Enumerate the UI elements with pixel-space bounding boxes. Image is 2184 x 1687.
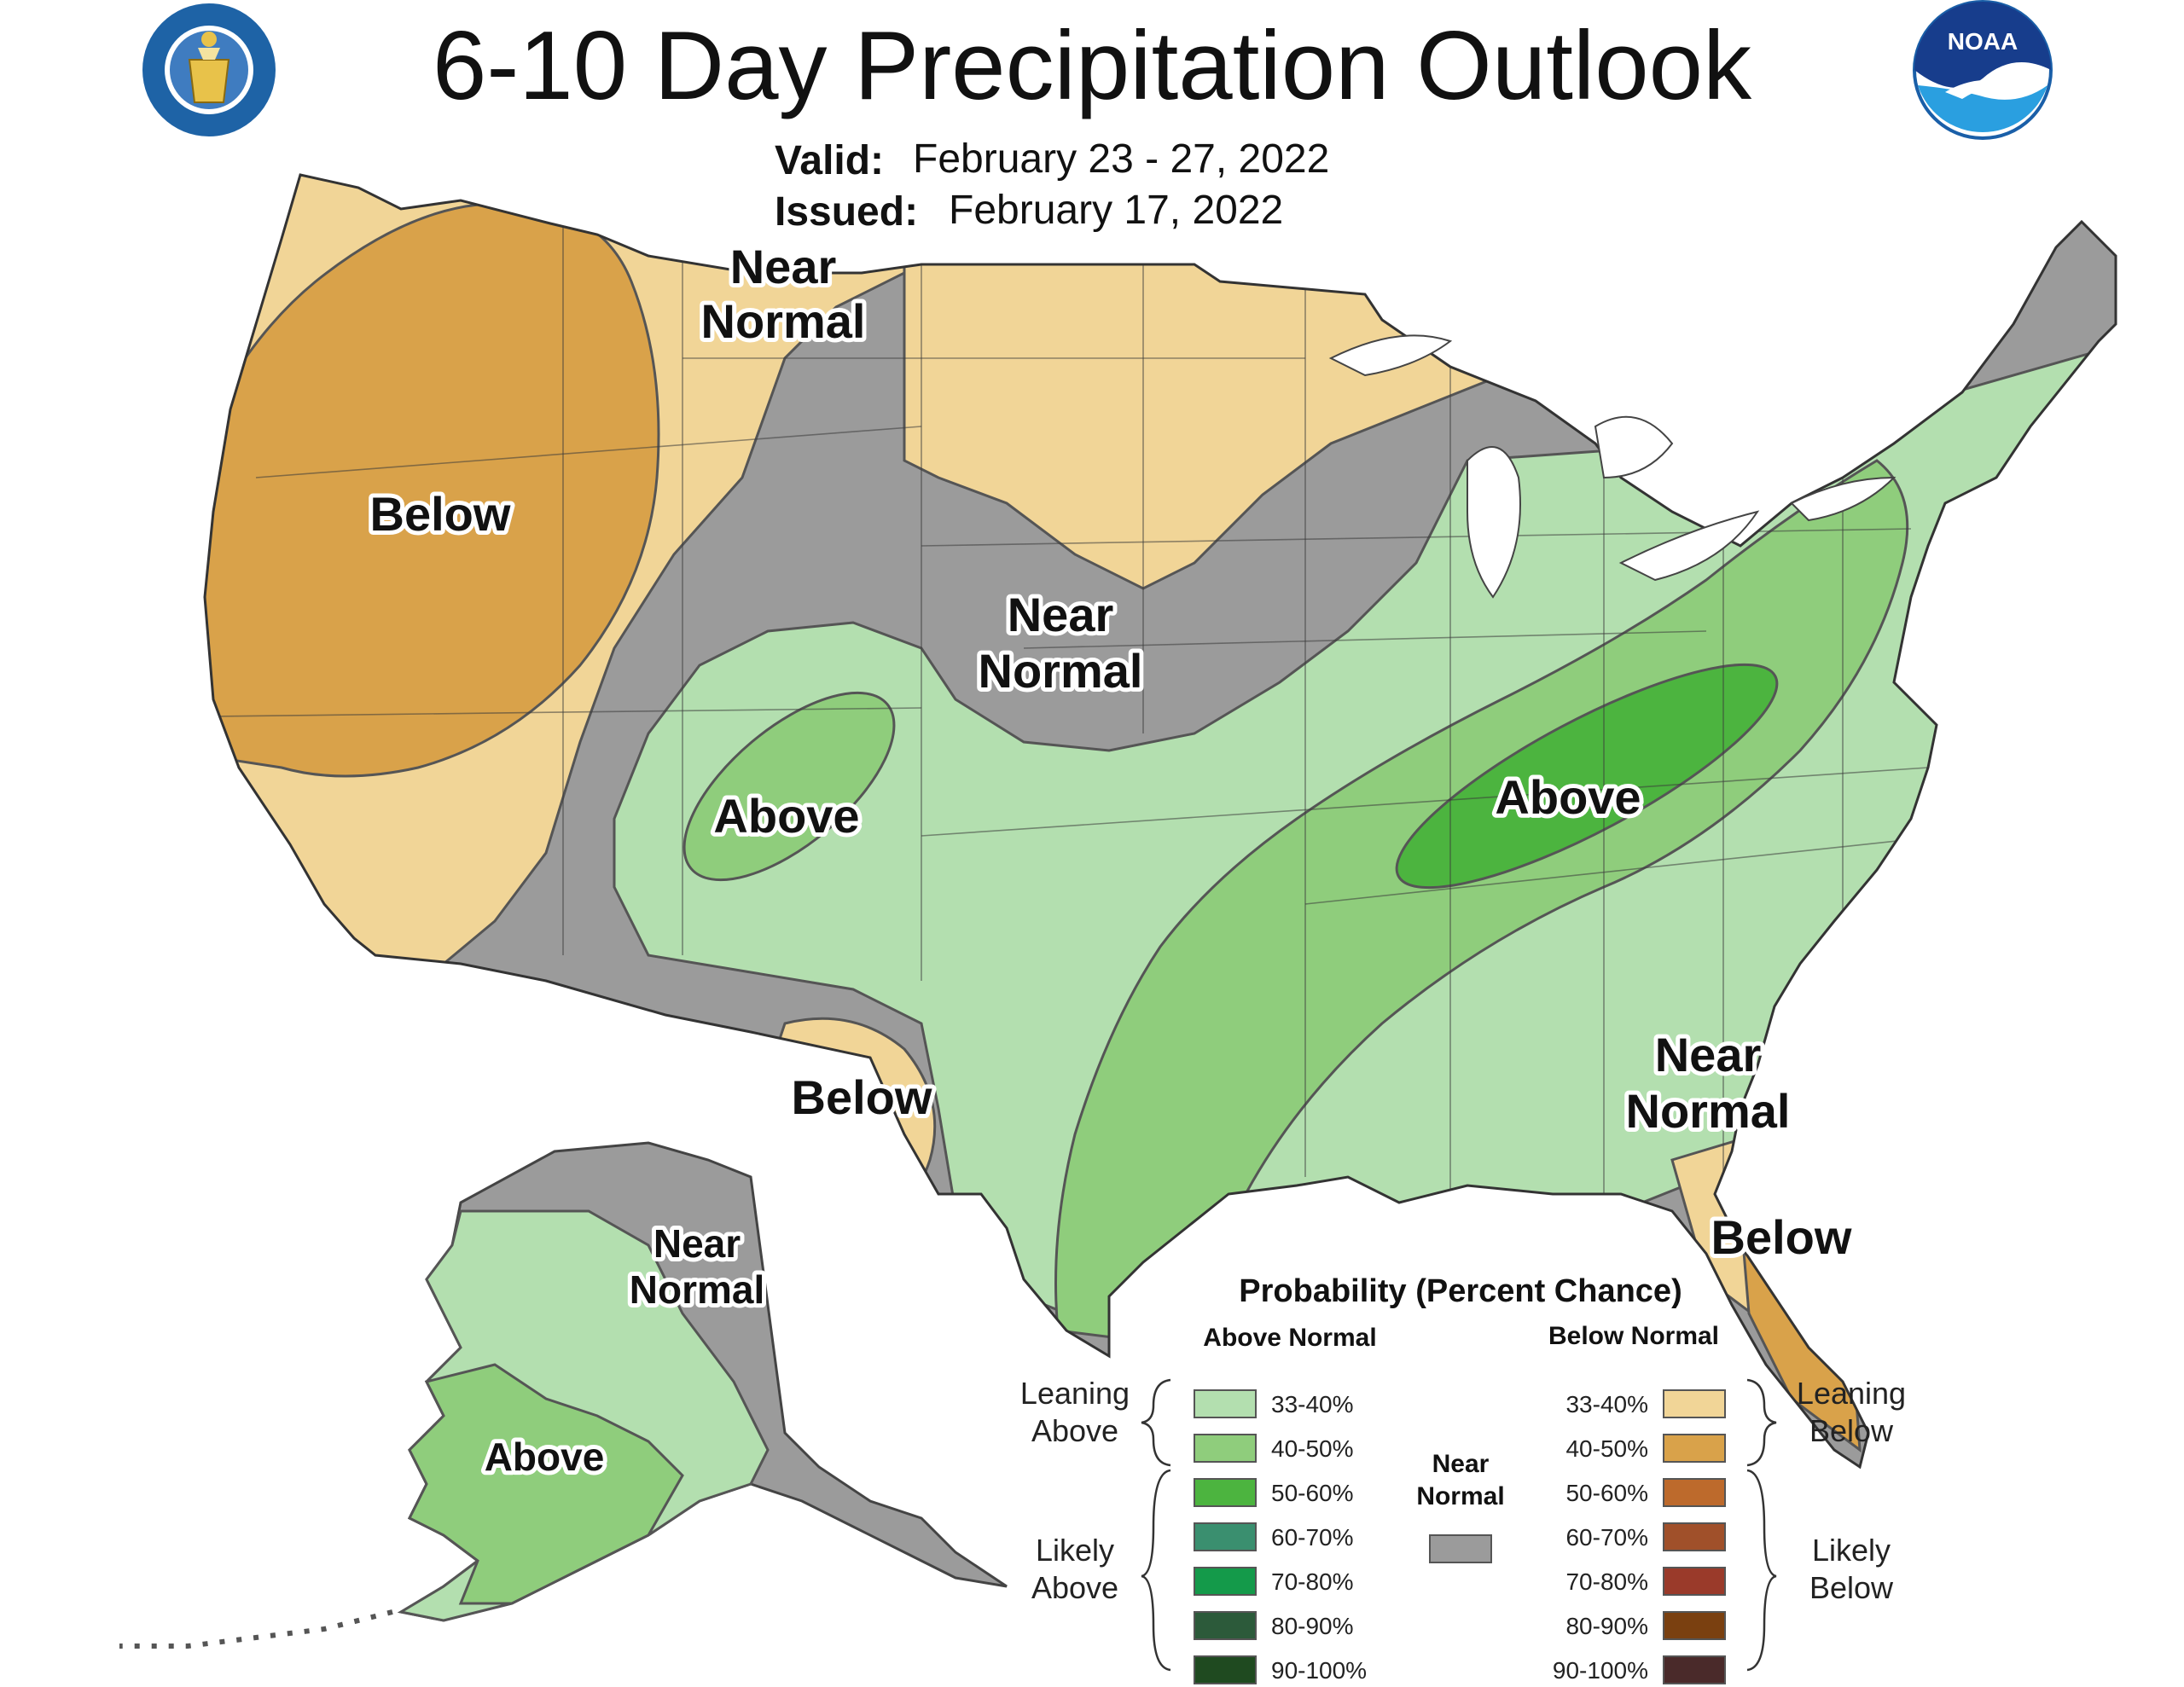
legend-below-swatch bbox=[1663, 1478, 1726, 1507]
below-moderate-west-area bbox=[205, 202, 660, 778]
legend-below-swatch bbox=[1663, 1434, 1726, 1463]
legend-below-label: 33-40% bbox=[1565, 1391, 1648, 1417]
legend-above-swatch bbox=[1194, 1434, 1257, 1463]
legend-above-swatch bbox=[1194, 1389, 1257, 1418]
region-labels: Near Normal Below Near Normal Above Abov… bbox=[366, 235, 1856, 1483]
legend-leaning-above-line1: Leaning bbox=[1020, 1376, 1130, 1411]
legend-brace-likely-above bbox=[1141, 1469, 1171, 1672]
great-lakes bbox=[1328, 334, 1896, 599]
legend-near-normal-line2: Normal bbox=[1416, 1482, 1504, 1510]
valid-label: Valid: bbox=[775, 138, 884, 183]
legend-below-swatch bbox=[1663, 1611, 1726, 1640]
legend-below-swatch bbox=[1663, 1655, 1726, 1684]
near-normal-alaska-line1: Near bbox=[653, 1221, 741, 1266]
noaa-text: NOAA bbox=[1948, 28, 2018, 55]
legend-likely-above-line1: Likely bbox=[1036, 1533, 1114, 1568]
near-normal-plains-line1: Near bbox=[1008, 588, 1114, 641]
legend-likely-above-line2: Above bbox=[1031, 1570, 1118, 1605]
legend: Probability (Percent Chance) Above Norma… bbox=[1020, 1273, 1906, 1684]
noaa-logo-icon: NOAA bbox=[1913, 0, 2053, 140]
above-likely-area bbox=[1395, 663, 1779, 890]
legend-near-normal-line1: Near bbox=[1432, 1450, 1490, 1478]
legend-above-label: 33-40% bbox=[1271, 1391, 1354, 1417]
near-normal-plains-line2: Normal bbox=[979, 644, 1143, 698]
legend-above-swatch bbox=[1194, 1655, 1257, 1684]
legend-below-swatch bbox=[1663, 1567, 1726, 1596]
legend-leaning-below-line1: Leaning bbox=[1797, 1376, 1906, 1411]
above-rockies-label: Above bbox=[713, 789, 859, 843]
legend-above-label: 40-50% bbox=[1271, 1435, 1354, 1462]
conus-outline bbox=[203, 173, 2117, 1470]
legend-below-rows: 33-40% 40-50% 50-60% 60-70% 70-80% 80-90% 90-1… bbox=[1553, 1389, 1726, 1684]
legend-above-swatch bbox=[1194, 1567, 1257, 1596]
legend-below-header: Below Normal bbox=[1548, 1322, 1719, 1350]
near-normal-north-line2: Normal bbox=[701, 294, 866, 348]
state-boundaries bbox=[212, 196, 1946, 1211]
legend-above-label: 80-90% bbox=[1271, 1613, 1354, 1639]
aleutian-islands bbox=[119, 1609, 393, 1649]
legend-above-rows: 33-40% 40-50% 50-60% 60-70% 70-80% 80-90% 90-1… bbox=[1194, 1389, 1367, 1684]
legend-likely-below-line2: Below bbox=[1809, 1570, 1894, 1605]
legend-above-label: 50-60% bbox=[1271, 1480, 1354, 1506]
page-title: 6-10 Day Precipitation Outlook bbox=[433, 12, 1752, 120]
near-normal-alaska-line2: Normal bbox=[630, 1267, 764, 1312]
legend-below-swatch bbox=[1663, 1389, 1726, 1418]
legend-brace-leaning-below bbox=[1746, 1378, 1777, 1467]
above-alaska-label: Above bbox=[485, 1435, 605, 1479]
legend-above-label: 60-70% bbox=[1271, 1524, 1354, 1551]
legend-above-label: 90-100% bbox=[1271, 1657, 1367, 1684]
legend-above-header: Above Normal bbox=[1203, 1324, 1376, 1352]
legend-title: Probability (Percent Chance) bbox=[1239, 1273, 1682, 1309]
legend-below-label: 40-50% bbox=[1565, 1435, 1648, 1462]
near-normal-southeast-line2: Normal bbox=[1626, 1084, 1791, 1138]
issued-label: Issued: bbox=[775, 189, 918, 235]
alaska-map bbox=[119, 1141, 1008, 1649]
below-west-label: Below bbox=[370, 487, 511, 541]
legend-brace-leaning-above bbox=[1141, 1378, 1171, 1467]
legend-below-label: 70-80% bbox=[1565, 1568, 1648, 1595]
legend-leaning-above-line2: Above bbox=[1031, 1413, 1118, 1448]
legend-above-swatch bbox=[1194, 1522, 1257, 1551]
near-normal-north-line1: Near bbox=[730, 240, 837, 293]
alaska-above-moderate-area bbox=[407, 1363, 684, 1605]
commerce-seal-icon bbox=[142, 3, 276, 136]
near-normal-southeast-line1: Near bbox=[1655, 1028, 1762, 1081]
issued-date: February 17, 2022 bbox=[949, 188, 1283, 233]
valid-date: February 23 - 27, 2022 bbox=[913, 136, 1329, 182]
legend-above-swatch bbox=[1194, 1478, 1257, 1507]
legend-below-label: 50-60% bbox=[1565, 1480, 1648, 1506]
legend-below-swatch bbox=[1663, 1522, 1726, 1551]
below-texas-label: Below bbox=[792, 1070, 932, 1124]
legend-below-label: 80-90% bbox=[1565, 1613, 1648, 1639]
legend-above-label: 70-80% bbox=[1271, 1568, 1354, 1595]
legend-above-swatch bbox=[1194, 1611, 1257, 1640]
legend-below-label: 90-100% bbox=[1553, 1657, 1648, 1684]
below-florida-label: Below bbox=[1711, 1210, 1852, 1264]
legend-below-label: 60-70% bbox=[1565, 1524, 1648, 1551]
legend-brace-likely-below bbox=[1746, 1469, 1777, 1672]
legend-likely-below-line1: Likely bbox=[1812, 1533, 1891, 1568]
above-moderate-rockies-area bbox=[682, 691, 896, 882]
above-ohio-valley-label: Above bbox=[1495, 770, 1641, 824]
legend-near-normal-swatch bbox=[1429, 1534, 1492, 1563]
legend-leaning-below-line2: Below bbox=[1809, 1413, 1894, 1448]
